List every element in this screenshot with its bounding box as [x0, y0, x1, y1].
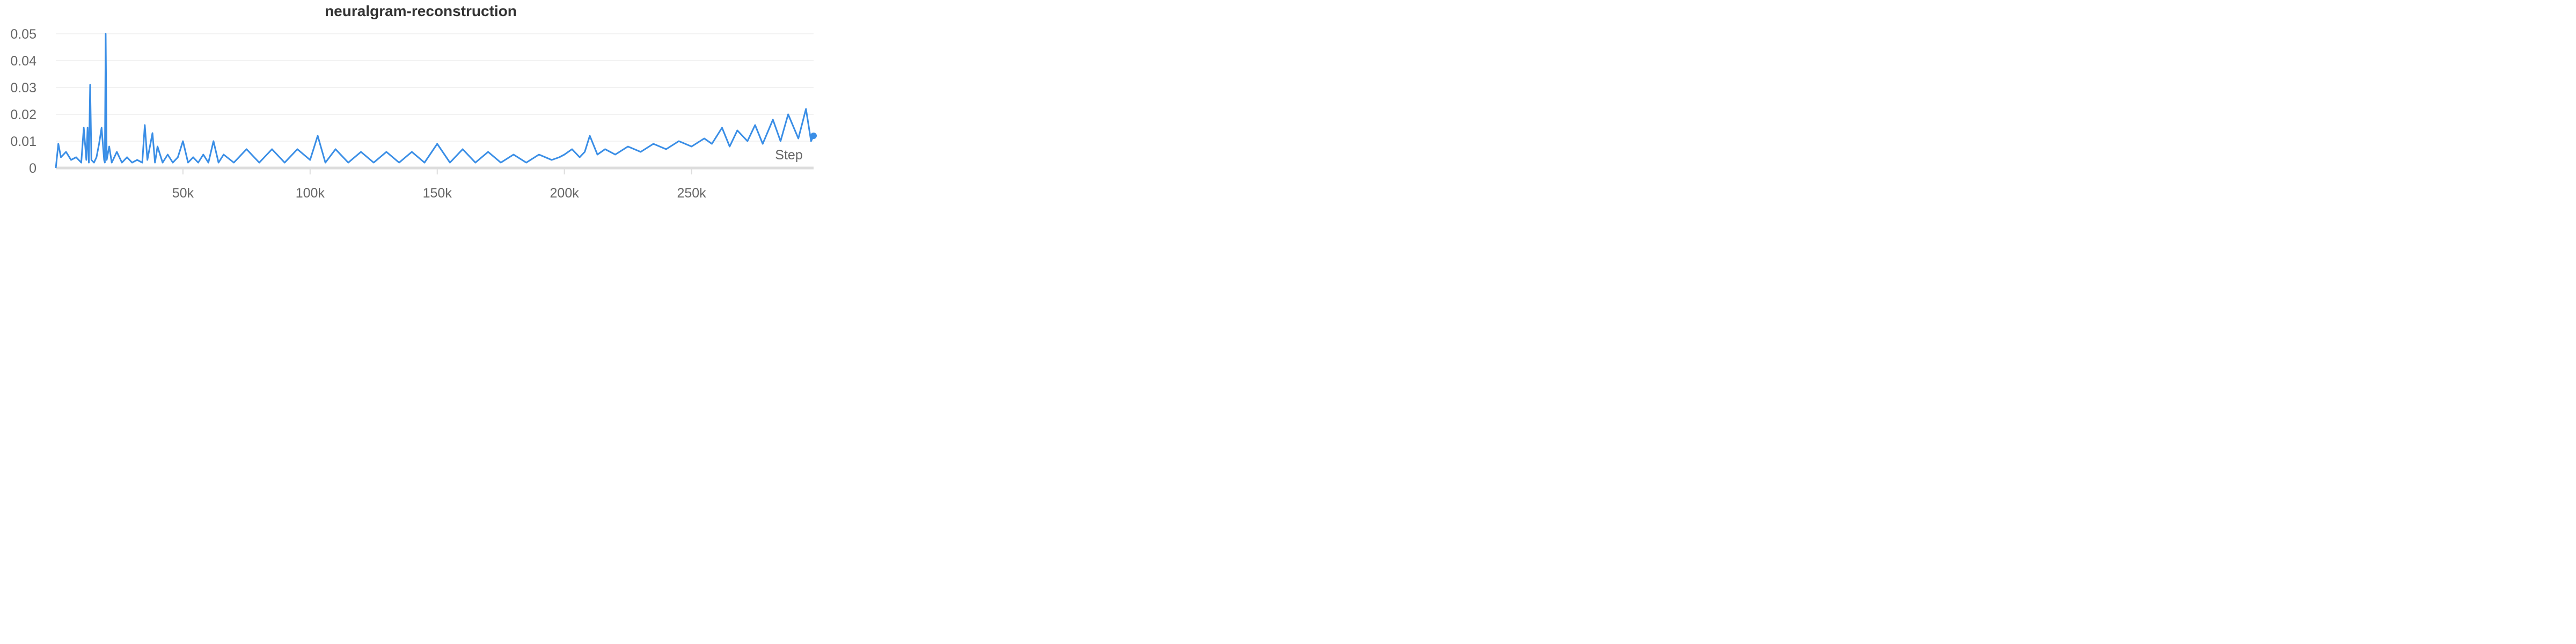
y-tick-label: 0.03 [10, 80, 36, 96]
line-chart: neuralgram-reconstruction 00.010.020.030… [10, 3, 817, 201]
x-tick-label: 250k [677, 186, 706, 201]
x-axis-label: Step [775, 148, 802, 163]
x-axis-ticks: 50k 100k 150k 200k 250k [172, 168, 706, 201]
series-endpoint-marker [810, 133, 817, 139]
grid-lines [56, 33, 814, 142]
y-tick-label: 0 [29, 161, 36, 176]
x-tick-label: 50k [172, 186, 194, 201]
series-layer [55, 33, 817, 169]
y-tick-label: 0.01 [10, 134, 36, 149]
x-tick-label: 100k [296, 186, 325, 201]
y-axis-ticks: 0 0.01 0.02 0.03 0.04 0.05 [10, 27, 36, 176]
x-tick-label: 200k [550, 186, 580, 201]
chart-title: neuralgram-reconstruction [325, 3, 517, 19]
y-tick-label: 0.05 [10, 27, 36, 42]
y-tick-label: 0.04 [10, 54, 36, 69]
x-tick-label: 150k [423, 186, 452, 201]
y-tick-label: 0.02 [10, 107, 36, 122]
series-line [55, 33, 815, 169]
